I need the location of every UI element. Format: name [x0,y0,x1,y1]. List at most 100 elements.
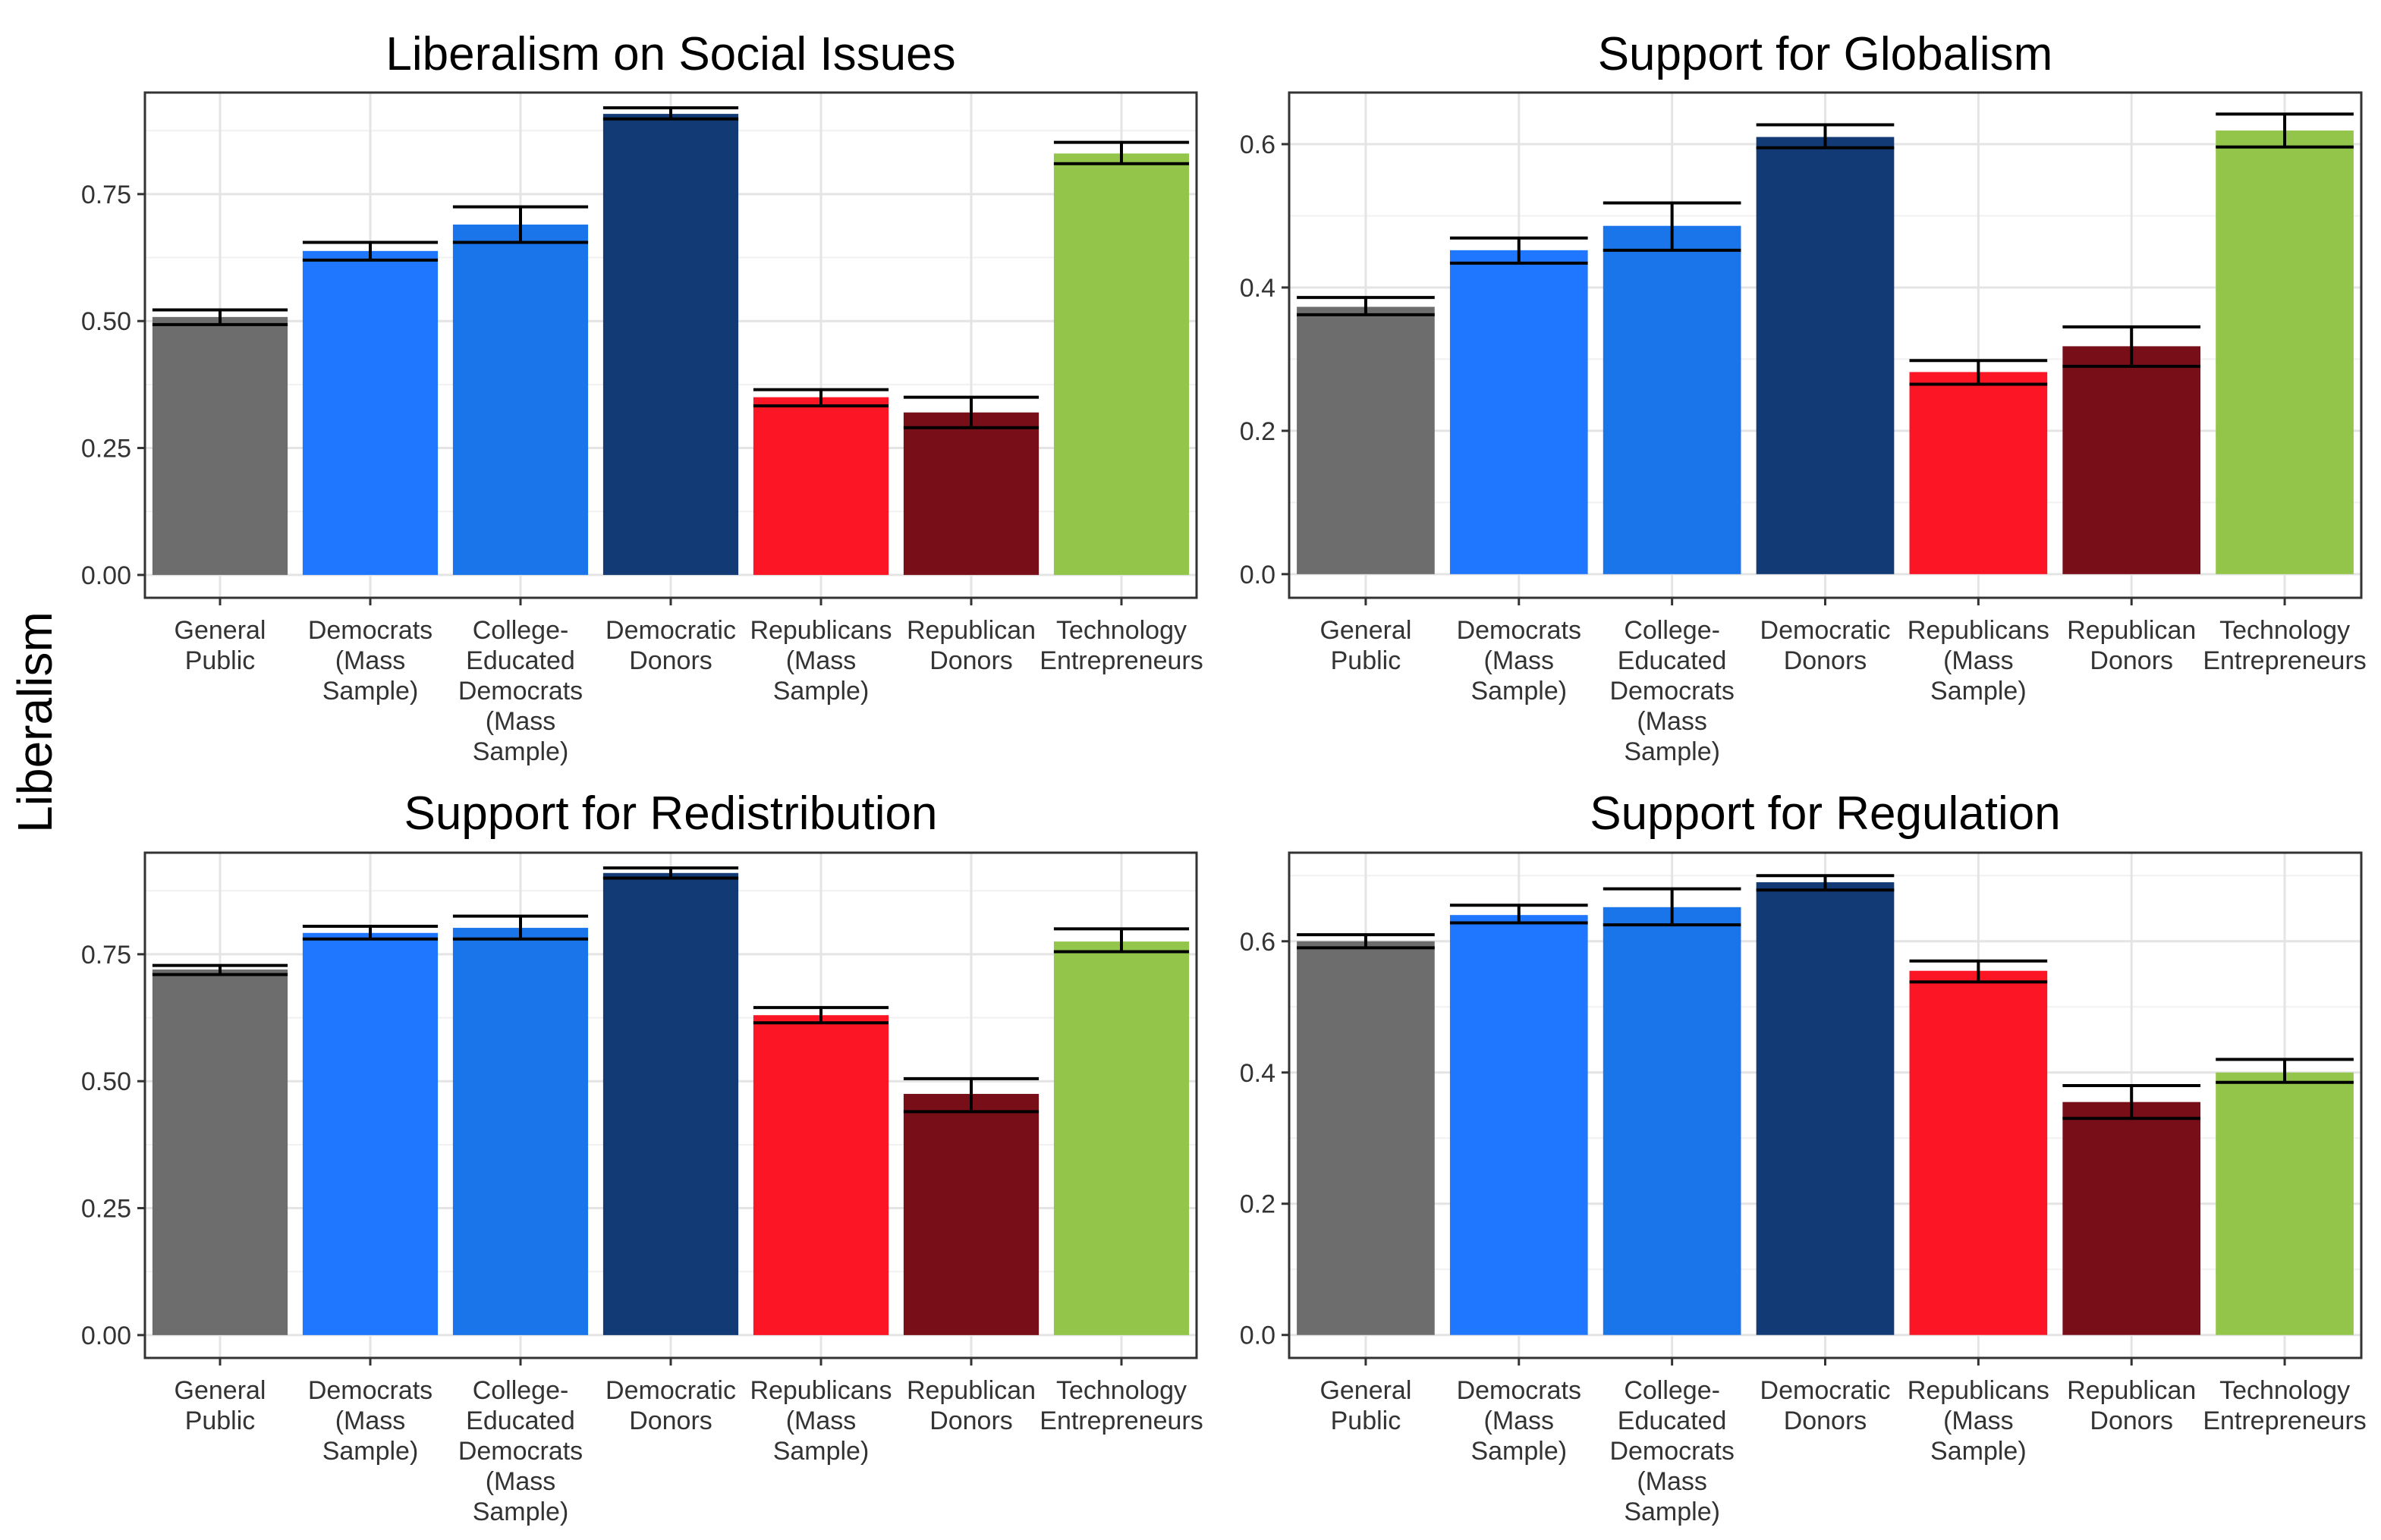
x-tick-label: Republican Donors [907,616,1036,675]
y-tick-label: 0.00 [81,1322,131,1350]
bar-6 [903,1093,1040,1335]
y-tick-label: 0.4 [1240,1059,1275,1088]
x-tick-label: College-Educated Democrats (Mass Sample) [1609,1376,1734,1526]
bar-3 [452,225,589,575]
x-tick-label: Republicans (Mass Sample) [750,1376,892,1466]
error-bar-4 [1756,874,1895,892]
y-tick-label: 0.00 [81,561,131,590]
error-bar-2 [1449,904,1588,925]
x-tick-label: Technology Entrepreneurs [1040,616,1203,675]
y-tick-label: 0.6 [1240,928,1275,957]
bar-5 [753,1015,889,1335]
x-tick-label: Technology Entrepreneurs [2203,616,2366,675]
y-axis-label: Liberalism [8,611,62,833]
bar-5 [1909,970,2048,1335]
error-bar-3 [452,205,589,244]
y-tick-label: 0.50 [81,307,131,336]
x-tick-label: Democratic Donors [1760,616,1891,675]
x-tick-label: General Public [1319,616,1411,675]
error-bar-2 [1449,236,1588,265]
x-tick-label: Democrats (Mass Sample) [1457,1376,1581,1466]
panel-title: Support for Regulation [1590,787,2060,840]
bar-6 [2062,1102,2201,1335]
x-tick-label: Republicans (Mass Sample) [750,616,892,706]
x-tick-label: Republicans (Mass Sample) [1908,616,2049,706]
y-tick-label: 0.0 [1240,561,1275,589]
error-bar-2 [302,240,439,262]
bar-2 [302,250,439,575]
x-tick-label: College-Educated Democrats (Mass Sample) [458,1376,583,1526]
x-tick-label: Republican Donors [2067,616,2196,675]
bar-4 [602,114,739,575]
y-tick-label: 0.2 [1240,417,1275,446]
error-bar-1 [152,963,288,976]
x-tick-label: College-Educated Democrats (Mass Sample) [458,616,583,766]
error-bar-4 [602,106,739,121]
x-tick-label: Technology Entrepreneurs [1040,1376,1203,1435]
panel-title: Support for Redistribution [404,787,937,840]
y-tick-label: 0.75 [81,941,131,970]
bar-7 [2216,130,2354,574]
error-bar-2 [302,925,439,941]
x-tick-label: Democratic Donors [1760,1376,1891,1435]
bar-3 [452,928,589,1335]
bar-7 [1053,941,1190,1335]
bar-2 [1449,250,1588,574]
error-bar-5 [1909,959,2048,984]
y-tick-label: 0.50 [81,1067,131,1096]
x-tick-label: Democrats (Mass Sample) [308,616,432,706]
error-bar-4 [1756,123,1895,149]
error-bar-6 [903,1076,1040,1114]
x-tick-label: General Public [175,616,266,675]
x-tick-label: Republicans (Mass Sample) [1908,1376,2049,1466]
y-tick-label: 0.75 [81,181,131,209]
bar-3 [1603,225,1741,574]
error-bar-6 [2062,325,2201,368]
x-tick-label: Technology Entrepreneurs [2203,1376,2366,1435]
bar-5 [753,397,889,575]
error-bar-1 [1297,933,1435,950]
bar-1 [1297,306,1435,574]
error-bar-7 [1053,140,1190,165]
y-tick-label: 0.2 [1240,1190,1275,1219]
x-tick-label: General Public [175,1376,266,1435]
panel-title: Support for Globalism [1598,28,2053,80]
error-bar-7 [2216,1058,2354,1084]
x-tick-label: Democratic Donors [605,1376,736,1435]
error-bar-1 [152,308,288,326]
y-tick-label: 0.25 [81,435,131,464]
error-bar-3 [1603,201,1741,252]
error-bar-6 [2062,1084,2201,1120]
bar-4 [602,872,739,1335]
bar-6 [903,412,1040,575]
bar-2 [302,932,439,1335]
bar-7 [1053,153,1190,575]
y-tick-label: 0.4 [1240,274,1275,303]
error-bar-7 [2216,112,2354,149]
bar-4 [1756,137,1895,574]
x-tick-label: General Public [1319,1376,1411,1435]
x-tick-label: Republican Donors [2067,1376,2196,1435]
bar-1 [1297,941,1435,1335]
x-tick-label: Republican Donors [907,1376,1036,1435]
x-tick-label: Democratic Donors [605,616,736,675]
error-bar-1 [1297,296,1435,316]
bar-6 [2062,346,2201,574]
y-tick-label: 0.6 [1240,130,1275,159]
bar-1 [152,316,288,575]
error-bar-6 [903,395,1040,429]
y-tick-label: 0.25 [81,1195,131,1224]
x-tick-label: College-Educated Democrats (Mass Sample) [1609,616,1734,766]
error-bar-3 [452,914,589,941]
x-tick-label: Democrats (Mass Sample) [308,1376,432,1466]
bar-3 [1603,907,1741,1335]
error-bar-7 [1053,927,1190,954]
bar-1 [152,969,288,1335]
panel-title: Liberalism on Social Issues [385,28,955,80]
error-bar-4 [602,866,739,880]
bar-2 [1449,915,1588,1335]
error-bar-5 [753,388,889,407]
y-tick-label: 0.0 [1240,1322,1275,1350]
